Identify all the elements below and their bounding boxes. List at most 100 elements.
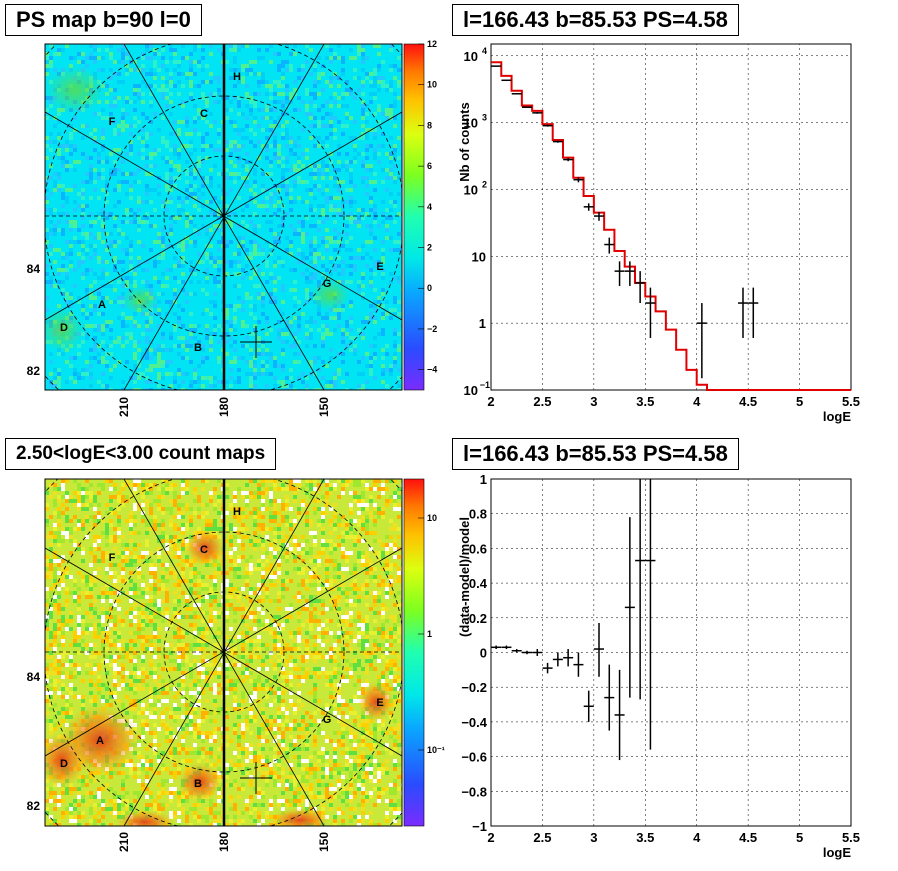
data-point: [748, 287, 759, 338]
region-label-a: A: [98, 299, 106, 311]
region-label-b: B: [194, 778, 202, 790]
spectrum-x-tick: 3: [590, 394, 597, 409]
region-label-a: A: [96, 735, 104, 747]
spectrum-y-tick-exp: −1: [480, 380, 490, 390]
region-label-b: B: [194, 342, 202, 354]
region-label-g: G: [323, 714, 332, 726]
residual-x-tick: 4.5: [739, 830, 757, 845]
spectrum-xlabel: logE: [823, 409, 851, 424]
residual-x-tick: 5: [796, 830, 803, 845]
map-y-tick: 84: [27, 670, 41, 684]
region-label-h: H: [233, 71, 241, 83]
map-grid-overlay: [45, 44, 402, 390]
count-map-title: 2.50<logE<3.00 count maps: [5, 438, 277, 470]
data-point: [624, 261, 635, 286]
data-point: [491, 65, 502, 67]
region-label-h: H: [233, 506, 241, 518]
colorbar-tick-label: 8: [427, 120, 432, 130]
spectrum-data: [491, 65, 759, 379]
residual-x-tick: 4: [693, 830, 701, 845]
data-point: [563, 649, 574, 667]
data-point: [511, 93, 522, 95]
residual-x-tick: 3: [590, 830, 597, 845]
spectrum-x-tick: 4: [693, 394, 701, 409]
spectrum-ylabel: Nb of counts: [457, 102, 472, 181]
spectrum-x-tick: 2.5: [533, 394, 551, 409]
colorbar-tick-label: −2: [427, 324, 437, 334]
spectrum-y-tick: 10: [464, 116, 478, 131]
residual-y-tick: 0.4: [469, 576, 488, 591]
count-map-panel: H C F E G A D B 84 82 210 180 150 10 1 10⁻¹: [27, 478, 445, 852]
region-labels: H C F E G A D B: [60, 506, 384, 790]
map-y-tick: 82: [27, 799, 41, 813]
map-axis-ticks: 84 82 210 180 150: [27, 262, 331, 417]
colorbar-ticks: 10 1 10⁻¹: [418, 513, 445, 755]
model-histogram: [491, 61, 851, 391]
data-point: [491, 645, 502, 650]
residual-x-tick: 5.5: [842, 830, 860, 845]
data-point: [583, 690, 594, 722]
map-y-tick: 84: [27, 262, 41, 276]
residual-x-tick: 2: [487, 830, 494, 845]
colorbar-tick-label: 10: [427, 513, 437, 523]
map-x-tick: 150: [317, 397, 331, 417]
spectrum-x-tick: 3.5: [636, 394, 654, 409]
residual-xlabel: logE: [823, 845, 851, 860]
map-x-tick: 150: [317, 832, 331, 852]
data-point: [604, 664, 615, 731]
spectrum-y-tick: 10: [472, 249, 486, 264]
data-point: [542, 124, 553, 127]
residual-y-tick: 1: [480, 472, 487, 487]
residual-y-tick: −0.4: [461, 715, 487, 730]
data-point: [696, 303, 707, 379]
spectrum-x-tick: 5.5: [842, 394, 860, 409]
spectrum-x-tick: 5: [796, 394, 803, 409]
colorbar-ticks: 12 10 8 6 4 2 0 −2 −4: [418, 39, 437, 375]
data-point: [645, 287, 656, 338]
spectrum-y-tick-exp: 2: [482, 179, 487, 189]
data-point: [552, 140, 563, 143]
map-x-tick: 180: [217, 397, 231, 417]
residual-x-tick: 3.5: [636, 830, 654, 845]
spectrum-y-tick: 10: [464, 383, 478, 398]
region-label-f: F: [109, 552, 116, 564]
residual-y-tick: 0.8: [469, 507, 487, 522]
residual-ticks: 2 2.5 3 3.5 4 4.5 5 5.5 1 0.8 0.6 0.4 0.2 0 −0.2 −0.4 −0…: [461, 472, 860, 845]
residual-panel: 2 2.5 3 3.5 4 4.5 5 5.5 1 0.8 0.6 0.4 0.2 0 −0.2 −0.4 −0…: [457, 472, 860, 860]
region-label-g: G: [323, 278, 332, 290]
colorbar-tick-label: 4: [427, 202, 432, 212]
data-point: [532, 649, 543, 656]
residual-grid: [490, 478, 852, 827]
data-point: [511, 649, 522, 653]
data-point: [645, 479, 656, 750]
data-point: [614, 261, 625, 286]
colorbar-tick-label: 12: [427, 39, 437, 49]
map-axis-ticks: 84 82 210 180 150: [27, 670, 331, 852]
ps-map-title: PS map b=90 l=0: [5, 4, 202, 36]
map-pixels: [45, 479, 402, 826]
residual-y-tick: 0.2: [469, 611, 487, 626]
residual-y-tick: −0.8: [461, 784, 487, 799]
region-label-e: E: [376, 261, 383, 273]
colorbar-tick-label: 6: [427, 161, 432, 171]
spectrum-y-tick: 10: [464, 49, 478, 64]
spectrum-y-tick-exp: 3: [482, 113, 487, 123]
ps-map-panel: H C F E G A D B 84 82 210 180 150 12 10 8 6 4 2 0 −2 −4: [27, 39, 438, 417]
colorbar-tick-label: 10⁻¹: [427, 745, 445, 755]
colorbar-tick-label: 2: [427, 243, 432, 253]
data-point: [552, 652, 563, 667]
spectrum-y-tick-exp: 4: [482, 46, 487, 56]
residual-title: l=166.43 b=85.53 PS=4.58: [452, 438, 739, 470]
spectrum-title: l=166.43 b=85.53 PS=4.58: [452, 4, 739, 36]
data-point: [501, 645, 512, 650]
spectrum-x-tick: 2: [487, 394, 494, 409]
data-point: [522, 106, 532, 108]
data-point: [573, 177, 584, 183]
data-point: [583, 203, 594, 211]
spectrum-y-tick: 1: [479, 316, 486, 331]
data-point: [563, 158, 574, 162]
data-point: [604, 237, 615, 254]
map-y-tick: 82: [27, 364, 41, 378]
